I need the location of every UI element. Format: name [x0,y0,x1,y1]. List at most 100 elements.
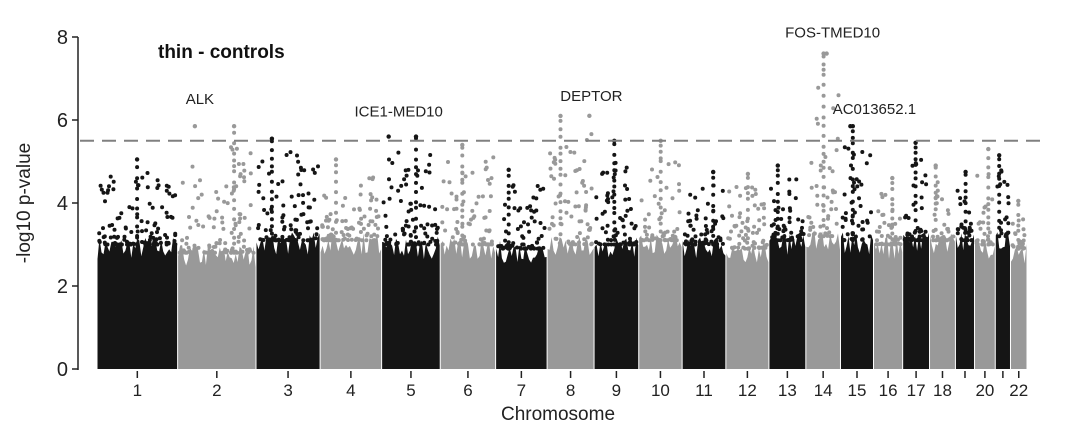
data-point [917,229,922,234]
peak-point [231,124,237,129]
data-point [414,235,418,240]
data-point [662,208,667,213]
data-point [919,206,924,211]
data-point [232,158,237,163]
data-point [569,214,574,219]
data-point [422,240,427,245]
data-point [139,219,144,224]
y-tick-label: 2 [57,276,68,298]
data-point [218,238,223,242]
data-point [147,240,152,245]
data-point [821,82,826,87]
data-point [234,146,239,151]
data-point [558,242,563,247]
data-point [986,165,991,170]
data-point [553,236,558,241]
x-tick-label: 14 [814,381,833,400]
chart-title: thin - controls [158,42,285,63]
data-point [130,206,135,211]
data-point [374,197,379,202]
data-point [408,233,413,238]
data-point [938,238,943,243]
data-point [670,196,675,201]
data-point [117,242,122,247]
data-point [476,194,481,199]
data-point [677,182,681,187]
data-point [842,145,847,150]
data-point [997,218,1002,223]
data-point [693,234,698,239]
data-point [711,183,716,188]
data-point [196,245,201,250]
data-point [563,199,567,204]
data-point [861,227,866,232]
data-point [584,190,589,194]
data-point [306,226,310,231]
data-point [342,236,347,241]
data-point [548,151,553,156]
data-point [529,244,534,249]
data-point [260,159,265,164]
data-point [97,238,102,243]
data-point [460,191,465,196]
data-point [946,229,951,234]
data-point [302,168,307,173]
data-point [222,249,227,254]
data-point [700,240,705,245]
data-point [910,163,915,168]
data-point [612,142,617,147]
data-point [775,216,780,221]
data-point [273,238,278,243]
data-point [480,194,485,199]
data-point [534,240,539,245]
data-point [481,241,486,246]
data-point [850,199,855,204]
data-point [135,206,140,211]
data-point [913,162,918,167]
data-point [111,187,116,192]
chromosome-1-body [97,237,178,369]
data-point [602,242,607,247]
data-point [525,205,530,210]
data-point [750,185,755,190]
data-point [241,244,246,249]
data-point [106,188,111,193]
data-point [487,209,492,213]
y-tick-label: 8 [57,27,68,49]
data-points [97,51,1027,369]
data-point [115,242,119,247]
data-point [339,230,344,235]
data-point [601,170,606,175]
data-point [460,170,465,175]
data-point [921,233,926,238]
data-point [423,231,428,236]
data-point [214,190,219,194]
peak-point [745,171,751,177]
data-point [387,157,391,162]
data-point [850,189,855,194]
data-point [631,242,636,247]
data-point [417,242,422,247]
data-point [456,242,461,246]
data-point [119,211,124,216]
data-point [986,202,991,207]
data-point [840,224,845,229]
data-point [612,237,617,242]
data-point [850,238,855,243]
data-point [173,231,178,236]
data-point [600,226,605,231]
data-point [845,232,850,237]
data-point [633,224,638,228]
data-point [823,155,828,159]
data-point [558,151,563,156]
data-point [479,237,484,242]
data-point [622,232,627,237]
data-point [720,241,725,246]
data-point [743,232,748,237]
data-point [408,239,413,244]
data-point [1006,230,1011,235]
data-point [603,230,608,235]
data-point [890,181,895,185]
data-point [229,230,234,235]
